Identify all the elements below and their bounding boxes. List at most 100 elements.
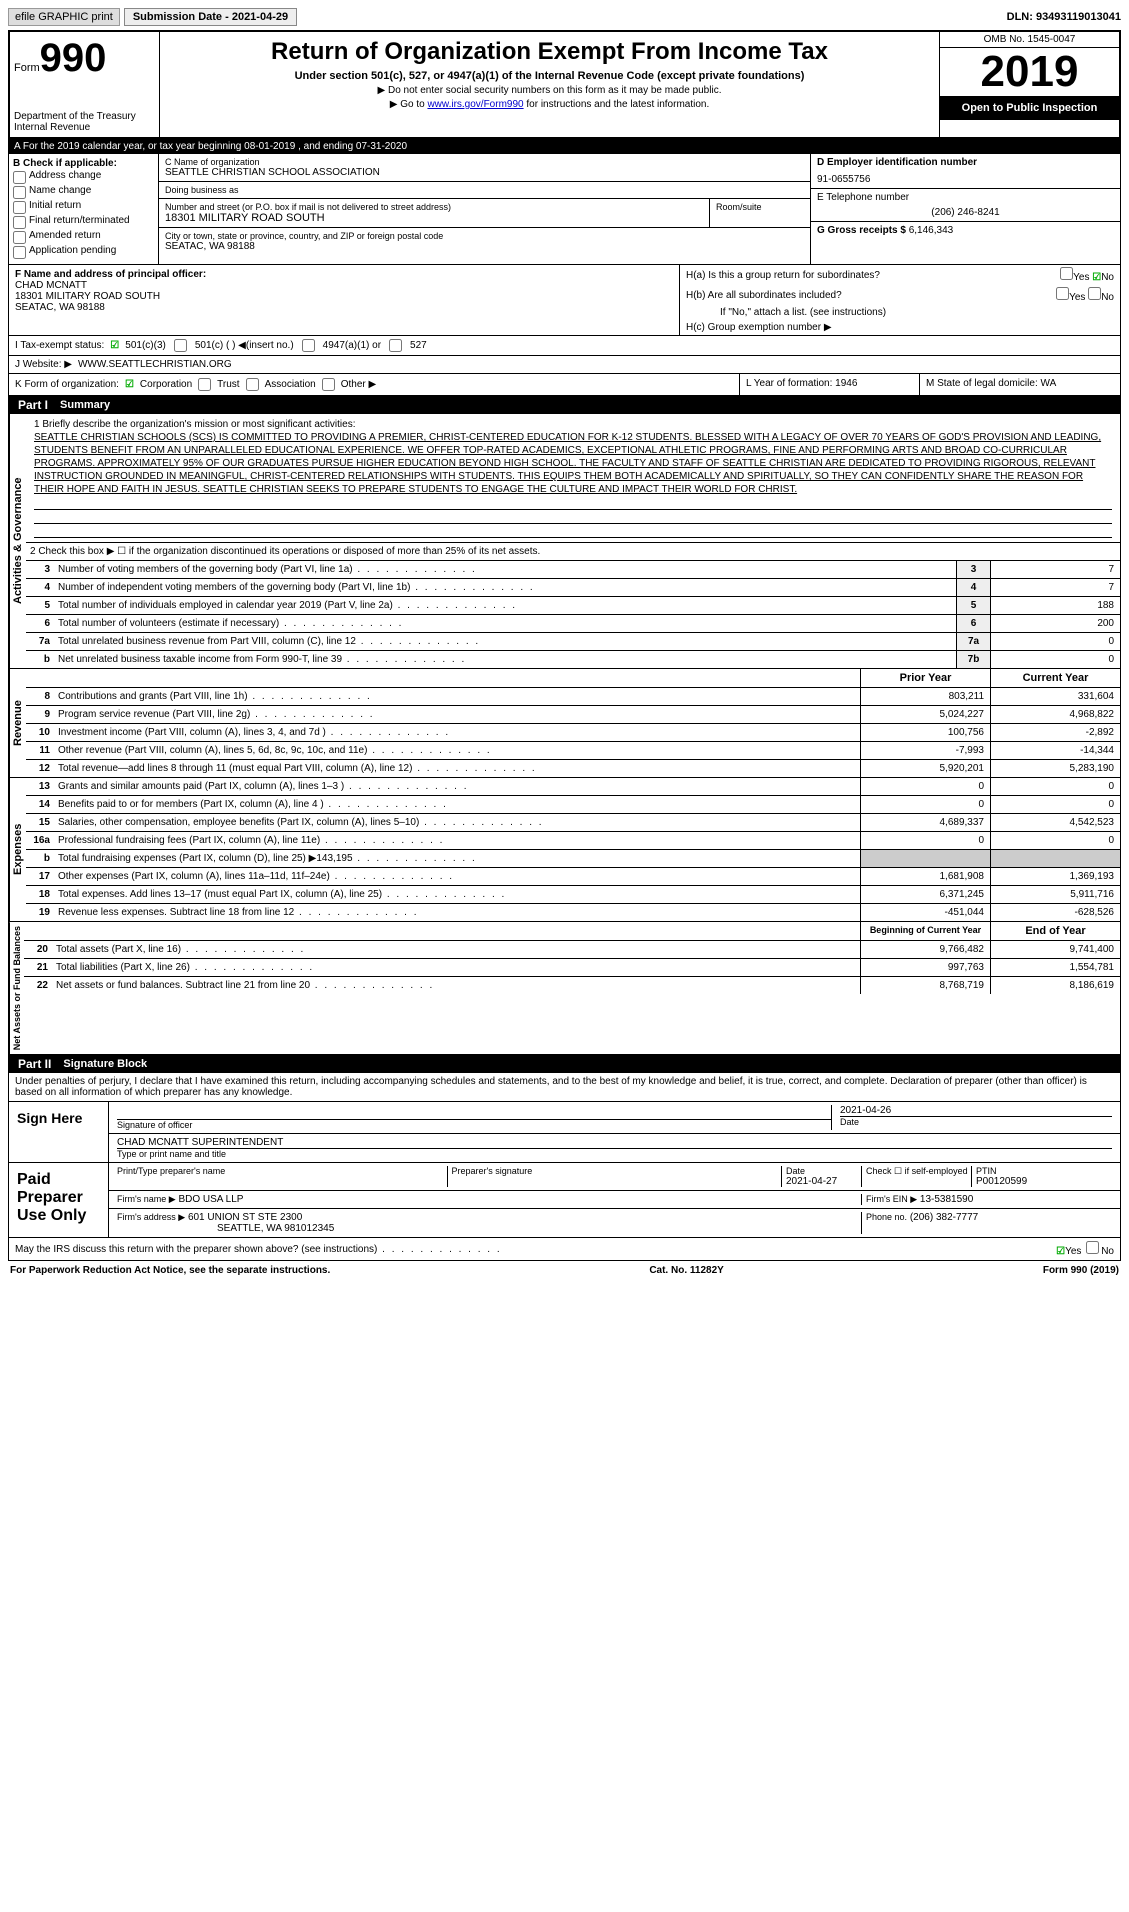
check-name-change[interactable]: Name change — [13, 185, 154, 199]
part2-title: Signature Block — [63, 1058, 147, 1070]
subordinates-row: H(b) Are all subordinates included? Yes … — [680, 285, 1120, 305]
line-number: 3 — [26, 561, 54, 578]
data-line: 13 Grants and similar amounts paid (Part… — [26, 778, 1120, 796]
line-text: Total fundraising expenses (Part IX, col… — [54, 850, 860, 867]
open-public-badge: Open to Public Inspection — [940, 96, 1119, 120]
officer-city: SEATAC, WA 98188 — [15, 302, 673, 313]
rev-vert-label: Revenue — [9, 669, 26, 777]
gov-section: Activities & Governance 1 Briefly descri… — [8, 414, 1121, 669]
beg-year-hdr: Beginning of Current Year — [860, 922, 990, 940]
line-text: Number of voting members of the governin… — [54, 561, 956, 578]
data-line: 22 Net assets or fund balances. Subtract… — [24, 977, 1120, 994]
other-checkbox[interactable] — [322, 378, 335, 391]
line-value: 200 — [990, 615, 1120, 632]
data-line: 12 Total revenue—add lines 8 through 11 … — [26, 760, 1120, 777]
current-value: 5,283,190 — [990, 760, 1120, 777]
data-line: 8 Contributions and grants (Part VIII, l… — [26, 688, 1120, 706]
prior-value: 4,689,337 — [860, 814, 990, 831]
firm-ein: 13-5381590 — [920, 1194, 973, 1205]
dept-text: Department of the Treasury Internal Reve… — [14, 111, 155, 133]
hb-yes-checkbox[interactable] — [1056, 287, 1069, 300]
check-initial-return[interactable]: Initial return — [13, 200, 154, 214]
dba-label: Doing business as — [165, 185, 804, 195]
current-value: -2,892 — [990, 724, 1120, 741]
data-line: 14 Benefits paid to or for members (Part… — [26, 796, 1120, 814]
hb-note: If "No," attach a list. (see instruction… — [680, 305, 1120, 320]
line-text: Total revenue—add lines 8 through 11 (mu… — [54, 760, 860, 777]
paid-preparer-label: Paid Preparer Use Only — [9, 1163, 109, 1237]
current-value: 9,741,400 — [990, 941, 1120, 958]
irs-link[interactable]: www.irs.gov/Form990 — [427, 99, 523, 110]
na-vert-label: Net Assets or Fund Balances — [9, 922, 24, 1054]
line-number: 4 — [26, 579, 54, 596]
prior-value — [860, 850, 990, 867]
website-row: J Website: ▶ WWW.SEATTLECHRISTIAN.ORG — [8, 356, 1121, 374]
line-number: 11 — [26, 742, 54, 759]
end-year-hdr: End of Year — [990, 922, 1120, 940]
tax-year: 2019 — [940, 48, 1119, 96]
527-checkbox[interactable] — [389, 339, 402, 352]
submission-date-button[interactable]: Submission Date - 2021-04-29 — [124, 8, 297, 26]
line-text: Total expenses. Add lines 13–17 (must eq… — [54, 886, 860, 903]
line-text: Total unrelated business revenue from Pa… — [54, 633, 956, 650]
current-value: 0 — [990, 832, 1120, 849]
prior-value: 997,763 — [860, 959, 990, 976]
ha-yes-checkbox[interactable] — [1060, 267, 1073, 280]
line-value: 188 — [990, 597, 1120, 614]
data-line: 21 Total liabilities (Part X, line 26) 9… — [24, 959, 1120, 977]
line-text: Salaries, other compensation, employee b… — [54, 814, 860, 831]
501c-checkbox[interactable] — [174, 339, 187, 352]
street-value: 18301 MILITARY ROAD SOUTH — [165, 212, 703, 224]
form-note2: ▶ Go to www.irs.gov/Form990 for instruct… — [170, 99, 929, 110]
trust-checkbox[interactable] — [198, 378, 211, 391]
sign-date: 2021-04-26 — [840, 1105, 1112, 1116]
form-org-label: K Form of organization: — [15, 379, 119, 390]
officer-name-label: Type or print name and title — [117, 1149, 1112, 1159]
current-value: 0 — [990, 796, 1120, 813]
line-text: Revenue less expenses. Subtract line 18 … — [54, 904, 860, 921]
check-application-pending[interactable]: Application pending — [13, 245, 154, 259]
line-number: 16a — [26, 832, 54, 849]
discuss-no-checkbox[interactable] — [1086, 1241, 1099, 1254]
data-line: 18 Total expenses. Add lines 13–17 (must… — [26, 886, 1120, 904]
check-amended-return[interactable]: Amended return — [13, 230, 154, 244]
hb-no-checkbox[interactable] — [1088, 287, 1101, 300]
line-box: 4 — [956, 579, 990, 596]
line-text: Program service revenue (Part VIII, line… — [54, 706, 860, 723]
street-label: Number and street (or P.O. box if mail i… — [165, 202, 703, 212]
line-number: 15 — [26, 814, 54, 831]
line-number: 7a — [26, 633, 54, 650]
line-number: b — [26, 850, 54, 867]
prior-year-hdr: Prior Year — [860, 669, 990, 687]
discuss-text: May the IRS discuss this return with the… — [15, 1244, 502, 1255]
data-line: 15 Salaries, other compensation, employe… — [26, 814, 1120, 832]
check-address-change[interactable]: Address change — [13, 170, 154, 184]
line-text: Investment income (Part VIII, column (A)… — [54, 724, 860, 741]
sign-here-label: Sign Here — [9, 1102, 109, 1162]
line-text: Total assets (Part X, line 16) — [52, 941, 860, 958]
footer-mid: Cat. No. 11282Y — [649, 1265, 723, 1276]
current-value: 4,542,523 — [990, 814, 1120, 831]
firm-addr: 601 UNION ST STE 2300 — [188, 1212, 302, 1223]
phone-label: E Telephone number — [817, 192, 1114, 203]
prior-value: 5,024,227 — [860, 706, 990, 723]
dln-text: DLN: 93493119013041 — [1007, 11, 1121, 23]
data-line: 11 Other revenue (Part VIII, column (A),… — [26, 742, 1120, 760]
assoc-checkbox[interactable] — [246, 378, 259, 391]
check-applicable-column: B Check if applicable: Address change Na… — [9, 154, 159, 264]
sign-date-label: Date — [840, 1117, 1112, 1127]
page-footer: For Paperwork Reduction Act Notice, see … — [8, 1261, 1121, 1280]
4947-checkbox[interactable] — [302, 339, 315, 352]
current-value: 0 — [990, 778, 1120, 795]
ptin-value: P00120599 — [976, 1176, 1112, 1187]
prior-value: -451,044 — [860, 904, 990, 921]
group-exemption-row: H(c) Group exemption number ▶ — [680, 320, 1120, 335]
city-value: SEATAC, WA 98188 — [165, 241, 804, 252]
line-box: 5 — [956, 597, 990, 614]
line-text: Other expenses (Part IX, column (A), lin… — [54, 868, 860, 885]
omb-number: OMB No. 1545-0047 — [940, 32, 1119, 48]
data-line: b Total fundraising expenses (Part IX, c… — [26, 850, 1120, 868]
firm-phone: (206) 382-7777 — [910, 1212, 978, 1223]
check-final-return[interactable]: Final return/terminated — [13, 215, 154, 229]
discuss-row: May the IRS discuss this return with the… — [8, 1238, 1121, 1261]
